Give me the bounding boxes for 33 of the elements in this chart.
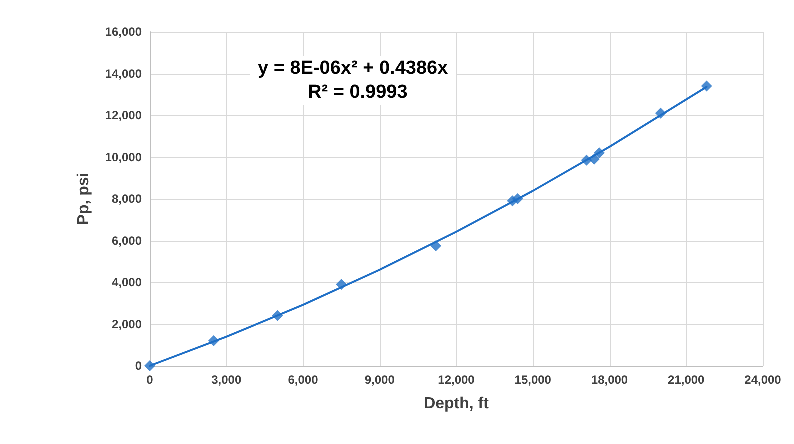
x-tick-label: 24,000 xyxy=(744,373,782,387)
annotation: y = 8E-06x² + 0.4386x xyxy=(258,58,449,79)
x-tick-label: 3,000 xyxy=(212,373,242,387)
point xyxy=(336,279,348,290)
y-tick-label: 16,000 xyxy=(105,25,142,39)
point xyxy=(272,310,284,322)
point xyxy=(512,194,524,204)
x-tick-label: 9,000 xyxy=(364,373,396,387)
point xyxy=(144,360,156,372)
point xyxy=(701,80,712,92)
y-axis-title: Pp, psi xyxy=(76,172,92,226)
x-tick-label: 6,000 xyxy=(288,373,319,387)
y-tick-label: 0 xyxy=(135,359,142,373)
x-tick-label: 21,000 xyxy=(668,373,706,387)
x-axis-title: Depth, ft xyxy=(424,396,490,412)
point xyxy=(588,154,600,165)
y-tick-label: 8,000 xyxy=(112,192,142,206)
y-tick-label: 4,000 xyxy=(112,276,142,290)
point xyxy=(208,335,220,346)
point xyxy=(430,240,442,252)
x-tick-label: 12,000 xyxy=(438,373,476,387)
y-tick-label: 12,000 xyxy=(105,108,142,122)
point xyxy=(594,148,606,159)
y-tick-label: 14,000 xyxy=(105,66,142,81)
point xyxy=(581,154,592,166)
x-tick-label: 18,000 xyxy=(591,373,628,387)
y-tick-label: 2,000 xyxy=(112,317,142,332)
x-tick-label: 15,000 xyxy=(514,373,552,387)
x-tick-label: 0 xyxy=(146,373,154,387)
y-tick-label: 10,000 xyxy=(105,150,142,164)
point xyxy=(655,108,666,119)
annotation: R² = 0.9993 xyxy=(308,82,408,103)
y-tick-label: 6,000 xyxy=(112,234,142,248)
